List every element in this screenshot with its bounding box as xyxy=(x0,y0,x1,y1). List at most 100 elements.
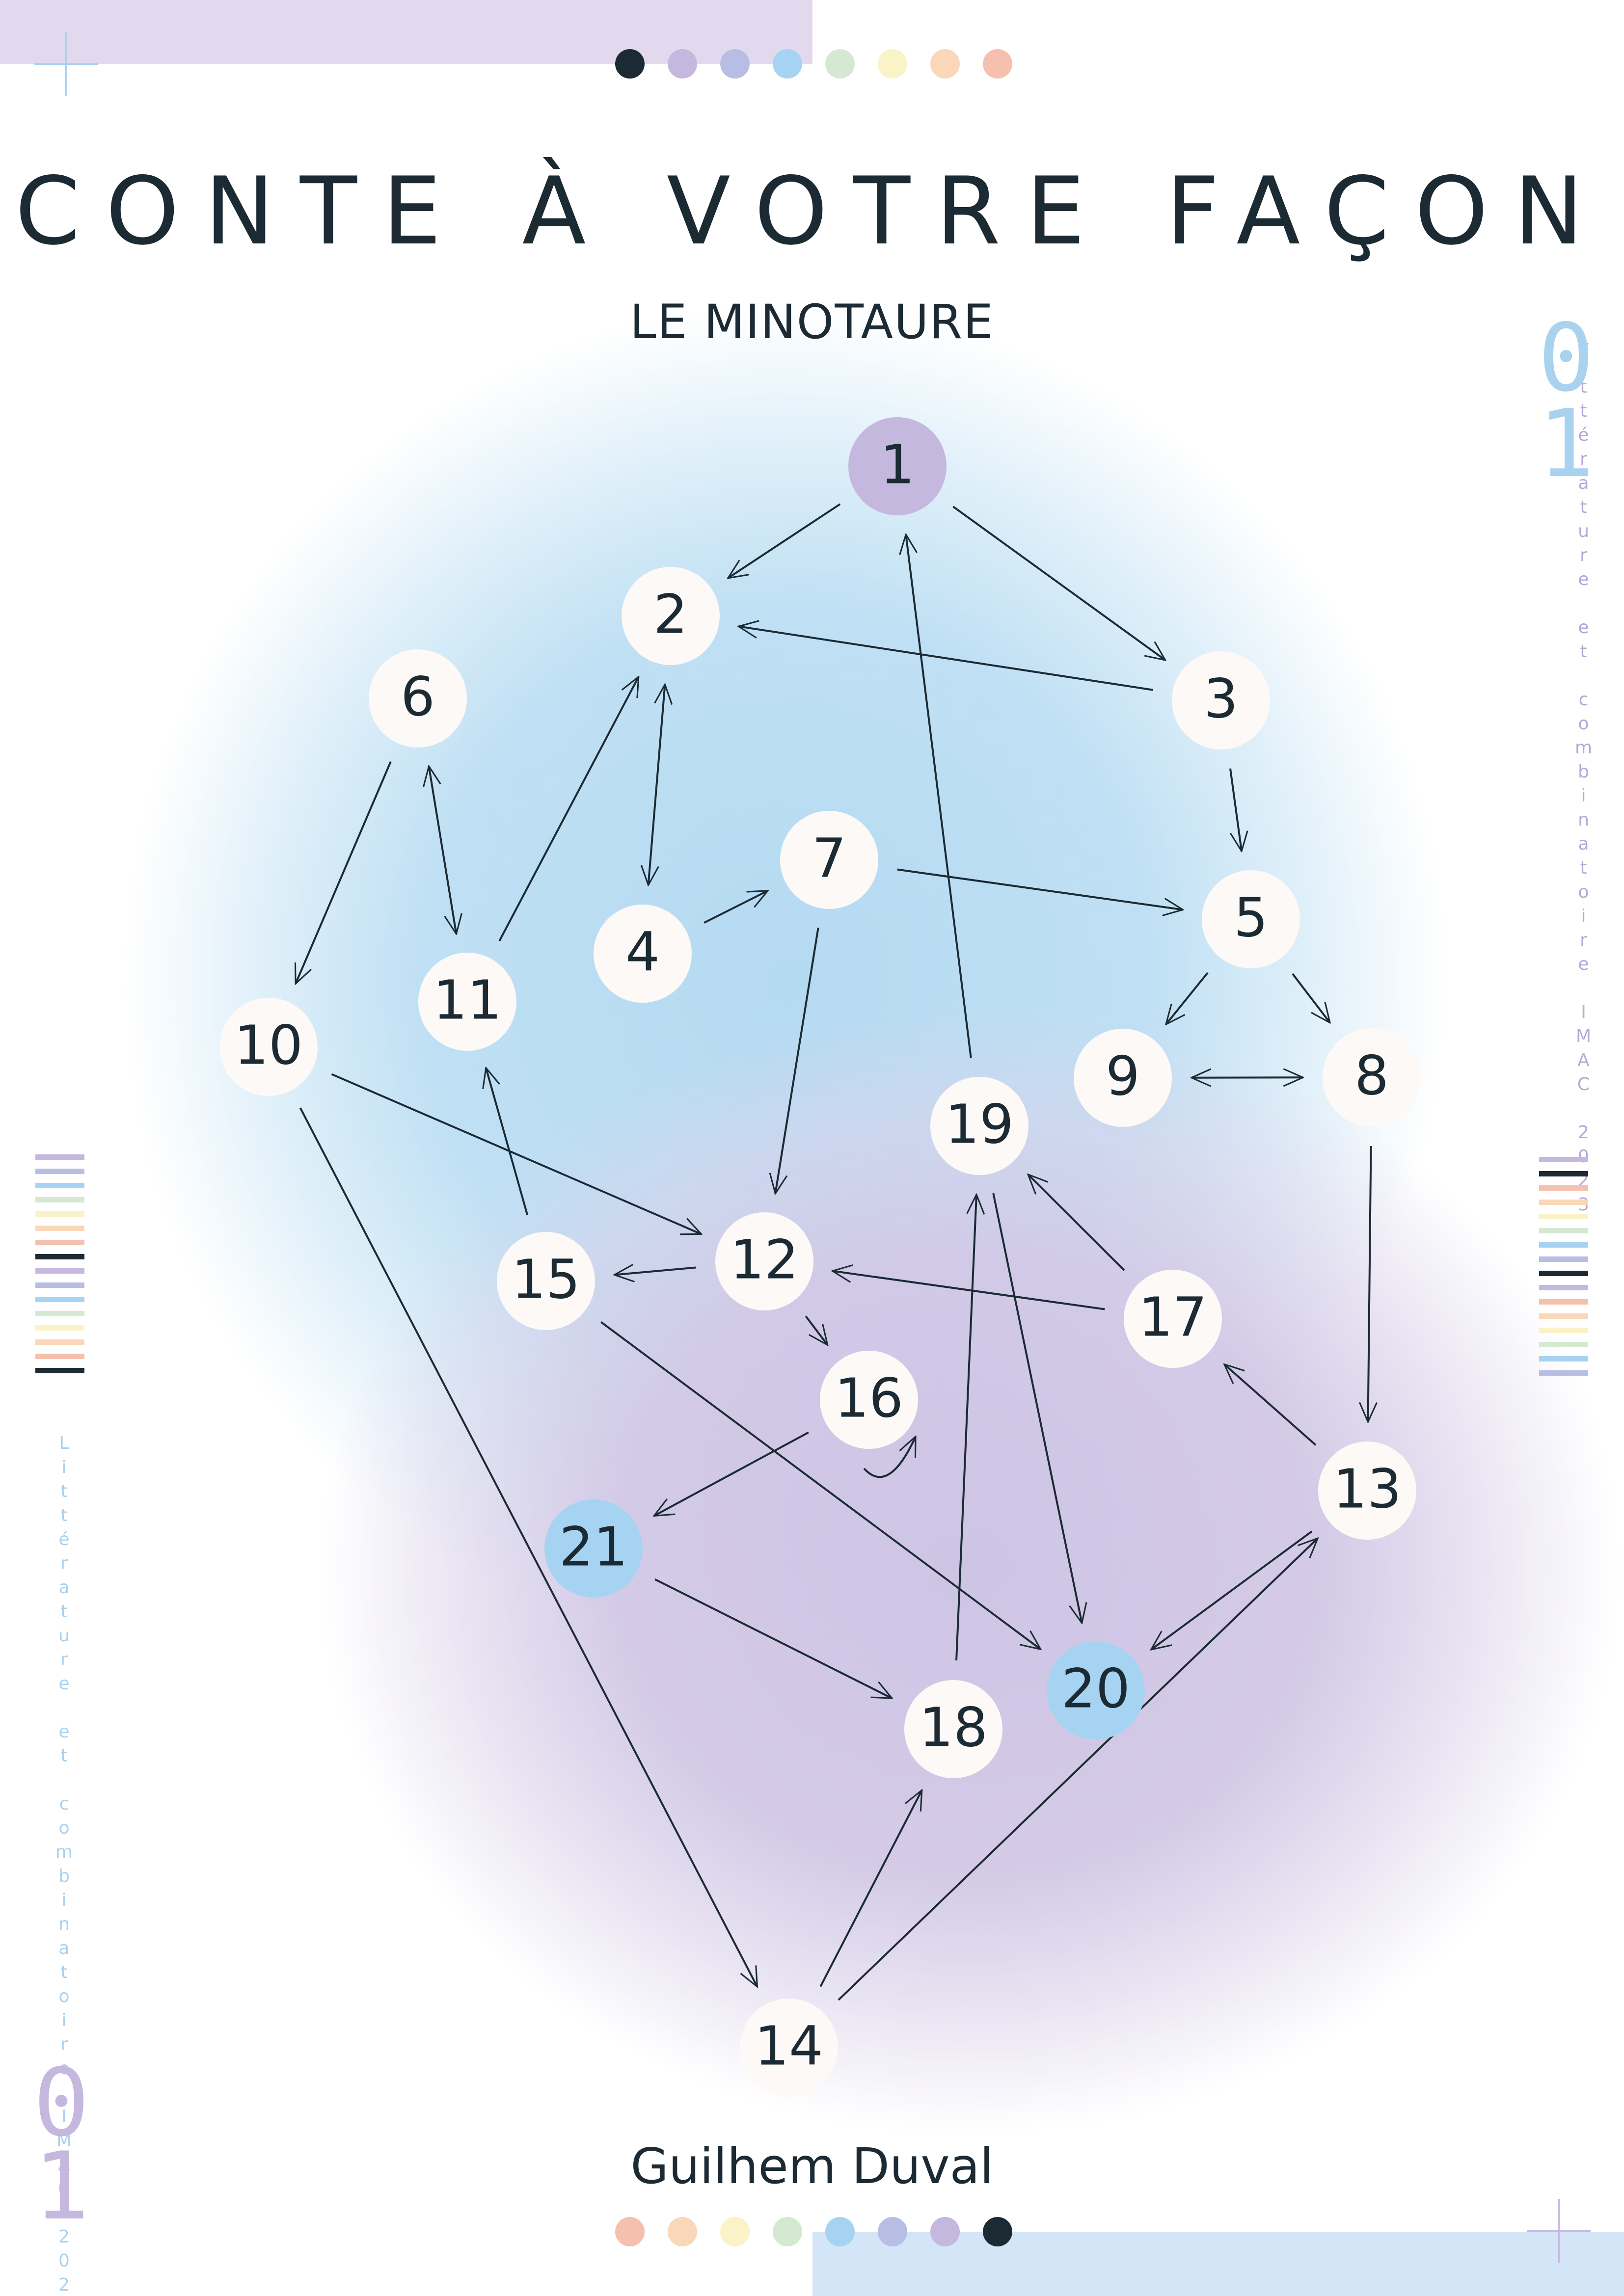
node-label: 13 xyxy=(1333,1457,1402,1520)
color-stripe xyxy=(1539,1285,1588,1290)
color-stripe xyxy=(1539,1271,1588,1276)
node-circle xyxy=(1172,651,1270,749)
edge-5-to-8 xyxy=(1292,973,1330,1023)
color-dot xyxy=(773,2217,802,2246)
color-stripe xyxy=(1539,1356,1588,1362)
edge-1-to-3 xyxy=(952,506,1165,660)
color-stripe xyxy=(1539,1370,1588,1376)
color-dot xyxy=(668,2217,697,2246)
color-stripe xyxy=(35,1354,84,1359)
color-dot xyxy=(983,49,1012,79)
node-label: 10 xyxy=(234,1014,303,1076)
story-node-2: 2 xyxy=(622,567,720,665)
story-node-12: 12 xyxy=(715,1212,813,1310)
edge-19-to-20 xyxy=(992,1193,1082,1623)
side-number-zero-bottom: 0 xyxy=(33,2049,90,2157)
node-circle xyxy=(1202,870,1300,968)
node-label: 1 xyxy=(880,433,915,496)
node-circle xyxy=(930,1077,1029,1175)
color-stripe xyxy=(1539,1214,1588,1219)
node-circle xyxy=(780,811,878,909)
color-stripe xyxy=(35,1339,84,1345)
color-stripe xyxy=(1539,1242,1588,1248)
color-stripe xyxy=(35,1297,84,1302)
story-node-4: 4 xyxy=(594,905,692,1003)
color-dot xyxy=(615,49,645,79)
edge-13-to-20 xyxy=(1151,1530,1313,1650)
node-circle xyxy=(497,1232,595,1330)
color-stripe xyxy=(35,1183,84,1188)
plus-icon xyxy=(1527,2199,1591,2263)
color-stripe xyxy=(35,1282,84,1288)
color-dot xyxy=(668,49,697,79)
color-stripe xyxy=(1539,1313,1588,1319)
color-dot xyxy=(720,49,750,79)
poster-subtitle: LE MINOTAURE xyxy=(630,294,994,349)
edge-5-to-9 xyxy=(1166,972,1209,1024)
story-node-17: 17 xyxy=(1124,1270,1222,1368)
node-circle xyxy=(715,1212,813,1310)
node-label: 8 xyxy=(1354,1044,1389,1107)
edge-10-to-14 xyxy=(299,1107,758,1987)
side-number-one-bottom: 1 xyxy=(33,2132,90,2241)
story-node-9: 9 xyxy=(1074,1029,1172,1127)
color-stripe xyxy=(35,1154,84,1160)
node-label: 20 xyxy=(1061,1657,1130,1720)
bottom-color-dots xyxy=(615,2217,1012,2246)
color-stripe xyxy=(35,1268,84,1274)
edge-11-to-2 xyxy=(498,677,640,942)
edge-12-to-16 xyxy=(805,1315,827,1345)
color-stripe xyxy=(35,1226,84,1231)
color-stripe xyxy=(1539,1328,1588,1333)
node-circle xyxy=(820,1351,918,1449)
self-loop-edge-16 xyxy=(863,1437,917,1478)
color-stripe xyxy=(1539,1228,1588,1233)
color-dot xyxy=(615,2217,645,2246)
node-circle xyxy=(544,1499,643,1598)
node-circle xyxy=(418,953,516,1051)
node-label: 18 xyxy=(919,1696,988,1759)
story-node-6: 6 xyxy=(369,649,467,748)
edge-6-to-10 xyxy=(296,761,392,984)
left-stripe-stack xyxy=(35,1154,84,1382)
node-label: 5 xyxy=(1234,886,1268,949)
color-dot xyxy=(930,49,960,79)
node-circle xyxy=(219,998,318,1096)
story-node-21: 21 xyxy=(544,1499,643,1598)
edge-21-to-18 xyxy=(654,1578,892,1699)
color-stripe xyxy=(1539,1171,1588,1176)
node-label: 17 xyxy=(1138,1285,1207,1348)
color-stripe xyxy=(35,1169,84,1174)
color-stripe xyxy=(35,1368,84,1373)
node-label: 6 xyxy=(401,665,435,728)
edge-7-to-5 xyxy=(897,868,1183,910)
color-dot xyxy=(878,2217,907,2246)
edge-16-to-21 xyxy=(654,1431,809,1516)
node-circle xyxy=(1074,1029,1172,1127)
story-node-7: 7 xyxy=(780,811,878,909)
color-stripe xyxy=(1539,1299,1588,1305)
plus-icon xyxy=(34,32,98,96)
story-node-10: 10 xyxy=(219,998,318,1096)
color-stripe xyxy=(1539,1200,1588,1205)
edge-10-to-12 xyxy=(331,1073,701,1234)
color-stripe xyxy=(1539,1185,1588,1191)
story-node-15: 15 xyxy=(497,1232,595,1330)
node-circle xyxy=(369,649,467,748)
color-stripe xyxy=(35,1197,84,1202)
color-stripe xyxy=(1539,1157,1588,1162)
color-stripe xyxy=(35,1240,84,1245)
author-name: Guilhem Duval xyxy=(630,2137,994,2195)
node-label: 14 xyxy=(755,2014,823,2077)
edge-17-to-19 xyxy=(1028,1175,1125,1271)
color-stripe xyxy=(35,1311,84,1316)
side-number-zero-top: 0 xyxy=(1538,304,1595,412)
edge-14-to-13 xyxy=(838,1538,1318,2001)
top-color-dots xyxy=(615,49,1012,79)
story-node-1: 1 xyxy=(848,417,947,515)
edge-12-to-15 xyxy=(614,1268,696,1275)
node-label: 16 xyxy=(835,1366,903,1429)
node-circle xyxy=(740,1999,838,2097)
